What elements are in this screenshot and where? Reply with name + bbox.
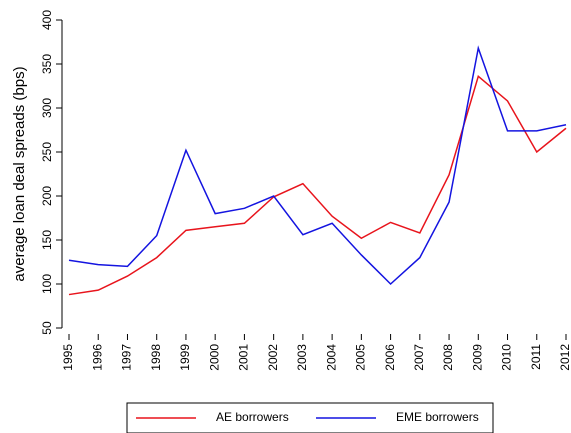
y-tick-label: 300 bbox=[40, 98, 54, 118]
x-tick-label: 2012 bbox=[558, 344, 571, 371]
x-tick-label: 1996 bbox=[90, 344, 104, 371]
x-tick-label: 2000 bbox=[207, 344, 221, 371]
y-tick-label: 150 bbox=[40, 230, 54, 250]
y-tick-label: 350 bbox=[40, 54, 54, 74]
x-tick-label: 2002 bbox=[266, 344, 280, 371]
y-tick-label: 200 bbox=[40, 186, 54, 206]
y-axis-label: average loan deal spreads (bps) bbox=[11, 66, 28, 281]
x-tick-label: 2009 bbox=[470, 344, 484, 371]
line-series bbox=[68, 45, 567, 286]
x-tick-label: 2007 bbox=[412, 344, 426, 371]
x-tick-label: 1999 bbox=[178, 344, 192, 371]
y-tick-label: 250 bbox=[40, 142, 54, 162]
x-tick-label: 2011 bbox=[529, 344, 543, 370]
x-tick-label: 2003 bbox=[295, 344, 309, 371]
x-tick-label: 1998 bbox=[149, 344, 163, 371]
y-tick-label: 50 bbox=[40, 321, 54, 335]
x-tick-label: 1997 bbox=[120, 344, 134, 371]
legend-label: AE borrowers bbox=[216, 410, 289, 424]
x-tick-label: 2006 bbox=[383, 344, 397, 371]
x-tick-label: 2010 bbox=[500, 344, 514, 371]
x-tick-label: 1995 bbox=[61, 344, 75, 371]
x-tick-label: 2001 bbox=[237, 344, 251, 371]
x-tick-label: 2005 bbox=[354, 344, 368, 371]
x-tick-label: 2004 bbox=[324, 344, 338, 371]
y-tick-label: 100 bbox=[40, 274, 54, 294]
x-tick-label: 2008 bbox=[441, 344, 455, 371]
y-tick-label: 400 bbox=[40, 10, 54, 30]
legend-label: EME borrowers bbox=[396, 410, 479, 424]
line-series bbox=[68, 75, 567, 296]
